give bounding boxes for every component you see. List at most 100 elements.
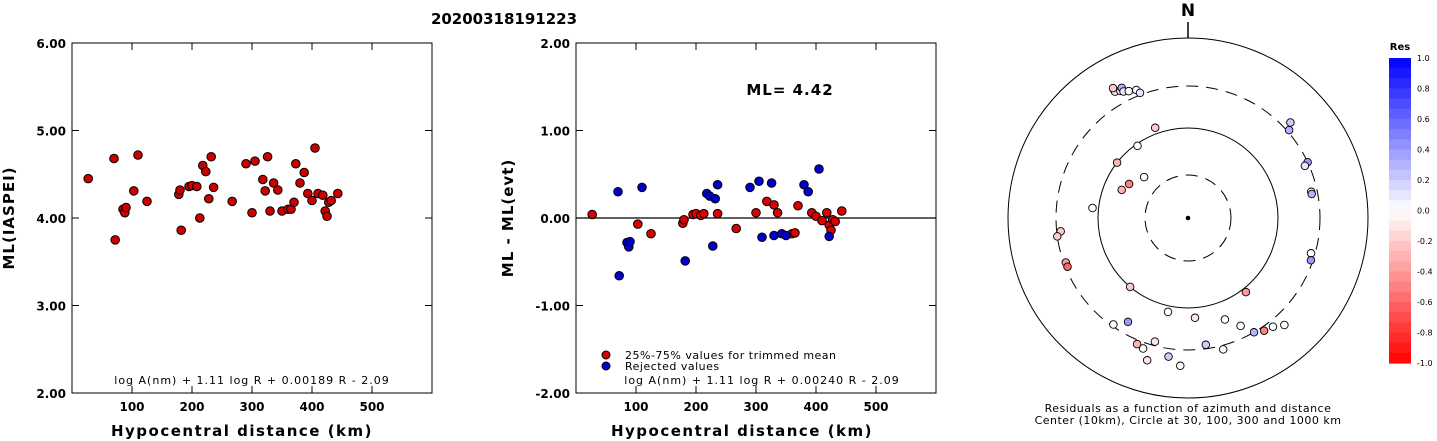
polar-point — [1150, 123, 1160, 133]
polar-point — [1220, 315, 1230, 324]
data-point — [613, 186, 623, 197]
plot-frame-left — [71, 42, 433, 394]
colorbar-cell — [1389, 108, 1411, 120]
polar-point — [1306, 256, 1316, 265]
data-point — [295, 178, 305, 188]
data-point — [110, 235, 120, 245]
left-ytick-label: 4.00 — [36, 212, 66, 226]
data-point — [206, 151, 216, 162]
panel-azimuth-residuals: N Residuals as a function of azimuth and… — [1007, 1, 1369, 427]
data-point — [133, 150, 143, 160]
data-point — [757, 232, 767, 243]
data-point — [83, 173, 93, 184]
data-point — [712, 179, 723, 190]
polar-point — [1142, 356, 1152, 365]
middle-xtick-label: 300 — [743, 400, 768, 414]
data-point — [817, 215, 827, 226]
colorbar-tick-label: 0.0 — [1417, 207, 1430, 216]
data-point — [679, 214, 689, 225]
colorbar-cell — [1389, 302, 1411, 313]
data-point — [250, 156, 260, 166]
colorbar-cell — [1389, 98, 1411, 110]
data-point — [772, 207, 783, 218]
data-point — [837, 206, 847, 216]
north-label: N — [1181, 1, 1195, 21]
data-point — [790, 228, 800, 238]
polar-point — [1307, 189, 1316, 199]
data-point — [814, 164, 824, 174]
data-point — [637, 182, 647, 193]
panel-residual-vs-distance: -2.00 -1.00 0.00 1.00 2.00 100 200 300 400 500 H… — [499, 37, 937, 440]
data-point — [142, 196, 152, 207]
data-point — [208, 182, 219, 193]
data-point — [769, 200, 779, 210]
colorbar-cell — [1389, 58, 1411, 69]
polar-point — [1280, 320, 1289, 330]
colorbar-tick-label: -0.6 — [1417, 298, 1433, 307]
polar-point — [1117, 185, 1126, 195]
polar-point — [1088, 203, 1097, 213]
colorbar-cell — [1389, 129, 1411, 140]
colorbar-cell — [1389, 68, 1411, 79]
colorbar-cell — [1389, 281, 1411, 293]
middle-ytick-label: -1.00 — [535, 300, 570, 314]
points-middle — [587, 164, 847, 281]
data-point — [326, 195, 337, 206]
left-ytick-label: 2.00 — [36, 387, 66, 401]
y-axis-label-left: ML(IASPEI) — [0, 166, 18, 269]
data-point — [699, 208, 709, 219]
circle-100km — [1097, 127, 1279, 309]
polar-point — [1138, 344, 1148, 353]
colorbar-labels: 1.0 0.8 0.6 0.4 0.2 0.0 -0.2 -0.4 -0.6 -0.8 -1.0 — [1417, 54, 1433, 368]
points-polar — [1053, 83, 1316, 371]
data-point — [176, 225, 186, 236]
data-point — [192, 181, 202, 192]
data-point — [258, 174, 268, 185]
data-point — [751, 207, 761, 218]
colorbar-cell — [1389, 230, 1411, 242]
colorbar-cell — [1389, 352, 1411, 364]
data-point — [710, 193, 721, 204]
polar-caption-line1: Residuals as a function of azimuth and d… — [1045, 402, 1332, 415]
data-point — [289, 197, 299, 208]
middle-ytick-label: 0.00 — [540, 212, 570, 226]
colorbar-tick-label: -0.2 — [1417, 237, 1433, 246]
polar-point — [1124, 179, 1134, 189]
polar-point — [1241, 287, 1251, 297]
data-point — [731, 223, 742, 234]
points-left — [83, 143, 343, 245]
legend-label-rejected: Rejected values — [625, 360, 720, 373]
y-tick-labels-middle: -2.00 -1.00 0.00 1.00 2.00 — [535, 37, 570, 401]
polar-point — [1132, 339, 1142, 349]
polar-point — [1124, 86, 1134, 96]
data-point — [754, 176, 764, 187]
middle-xtick-label: 200 — [683, 400, 708, 414]
polar-point — [1164, 352, 1173, 361]
polar-point — [1300, 161, 1310, 171]
left-ytick-label: 5.00 — [36, 125, 66, 139]
middle-xtick-label: 500 — [863, 400, 888, 414]
data-point — [268, 178, 279, 188]
middle-ytick-label: 2.00 — [540, 37, 570, 51]
formula-left: log A(nm) + 1.11 log R + 0.00189 R - 2.0… — [114, 374, 389, 387]
circle-1000km — [1007, 37, 1369, 399]
data-point — [201, 166, 211, 177]
data-point — [195, 213, 205, 223]
data-point — [799, 179, 809, 190]
x-axis-label-left: Hypocentral distance (km) — [111, 422, 373, 440]
data-point — [625, 236, 635, 247]
data-point — [121, 202, 131, 213]
data-point — [310, 143, 320, 153]
colorbar-tick-label: -1.0 — [1417, 359, 1433, 368]
colorbar-cell — [1389, 200, 1411, 212]
data-point — [587, 209, 598, 220]
data-point — [614, 270, 625, 281]
colorbar-cell — [1389, 190, 1411, 201]
data-point — [265, 206, 275, 216]
polar-point — [1236, 321, 1245, 331]
legend-marker-trimmed — [601, 350, 611, 360]
middle-xtick-label: 400 — [803, 400, 828, 414]
colorbar-cell — [1389, 210, 1411, 222]
colorbar-cell — [1389, 271, 1411, 283]
data-point — [712, 208, 723, 219]
